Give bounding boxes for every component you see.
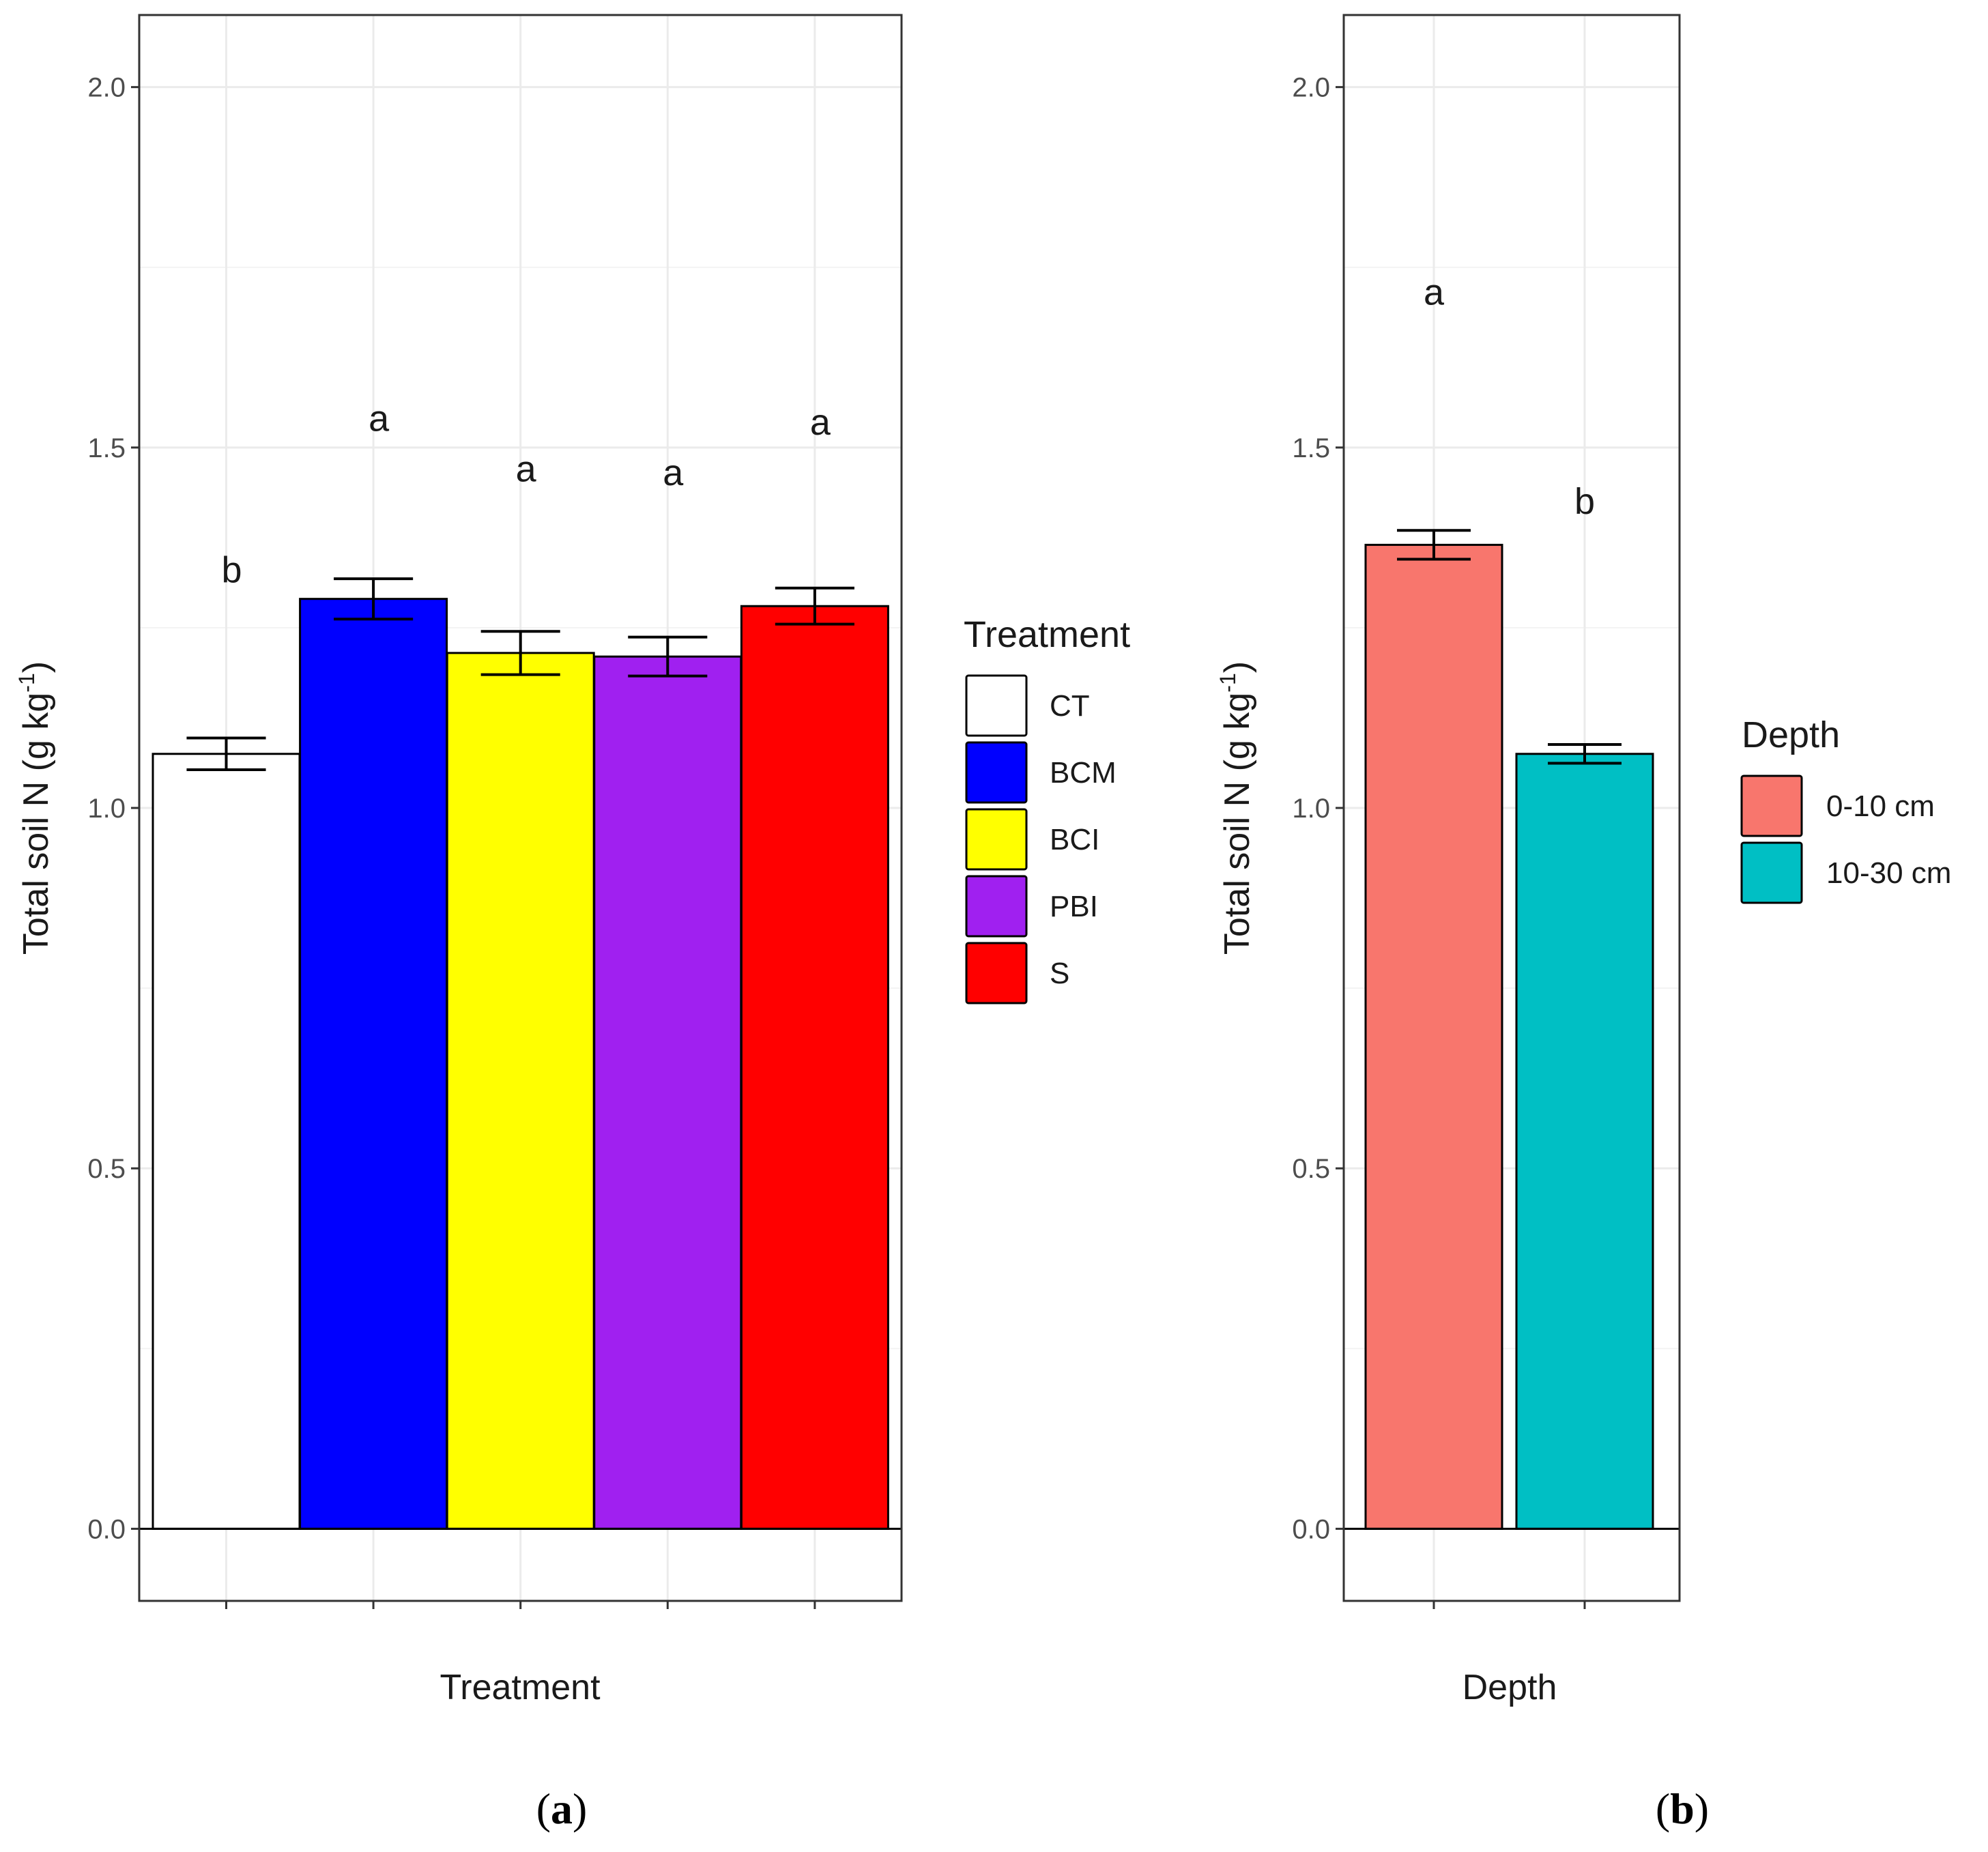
chart-b-y-tick-label: 2.0	[1292, 73, 1330, 103]
chart-a-y-axis-title: Total soil N (g kg-1)	[14, 661, 56, 955]
chart-b-errorbars	[1397, 529, 1622, 765]
chart-a-errorbar-ct	[186, 736, 266, 772]
chart-b-legend-swatch	[1740, 775, 1803, 837]
chart-a-y-tick-label: 1.5	[87, 433, 126, 463]
chart-a-legend-swatch	[965, 942, 1028, 1004]
chart-a-significance-label: a	[516, 449, 537, 490]
chart-a-legend-label: BCI	[1050, 823, 1099, 856]
chart-b-legend-item: 0-10 cm	[1740, 775, 1935, 837]
chart-a-significance-label: a	[810, 402, 831, 443]
chart-a: b a a a a 0.0 0.5 1.0 1.5 2.0 Total soil N (g kg…	[14, 14, 1130, 1833]
chart-b-x-ticks	[1432, 1601, 1586, 1609]
chart-a-legend-item: PBI	[965, 875, 1098, 938]
chart-a-x-axis-title: Treatment	[440, 1668, 601, 1707]
chart-a-errorbar-bcm	[334, 577, 414, 621]
chart-b-caption: (b)	[1656, 1784, 1709, 1833]
chart-b-errorbar-0-10-cm	[1397, 529, 1471, 561]
chart-a-legend: Treatment CT BCM BCI PBI S	[964, 614, 1130, 1004]
chart-a-bar-bci	[446, 652, 595, 1530]
chart-a-errorbar-pbi	[628, 635, 708, 678]
chart-a-errorbar-s	[775, 586, 854, 626]
chart-a-legend-label: BCM	[1050, 756, 1117, 790]
chart-a-y-tick-label: 0.5	[87, 1154, 126, 1184]
chart-a-bars	[139, 598, 902, 1530]
chart-a-bar-pbi	[593, 655, 743, 1530]
chart-b-y-tick-label: 0.5	[1292, 1154, 1330, 1184]
chart-a-significance: b a a a a	[221, 399, 831, 591]
chart-a-legend-item: BCI	[965, 808, 1099, 871]
chart-b-significance: ab	[1424, 272, 1595, 522]
chart-a-legend-item: BCM	[965, 741, 1117, 804]
chart-b-legend-title: Depth	[1742, 714, 1840, 755]
chart-b-bar-10-30-cm	[1515, 753, 1654, 1530]
chart-b-significance-label: b	[1574, 481, 1595, 522]
chart-a-legend-label: PBI	[1050, 890, 1098, 923]
chart-b-y-tick-label: 1.0	[1292, 794, 1330, 824]
chart-a-legend-swatch	[965, 808, 1028, 871]
chart-b-significance-label: a	[1424, 272, 1445, 313]
chart-b-y-axis: 0.0 0.5 1.0 1.5 2.0	[1292, 73, 1344, 1544]
chart-a-legend-title: Treatment	[964, 614, 1130, 655]
chart-a-legend-swatch	[965, 741, 1028, 804]
chart-b-bars	[1344, 543, 1680, 1530]
chart-b-bar-0-10-cm	[1364, 543, 1503, 1530]
chart-b-x-axis-title: Depth	[1463, 1668, 1557, 1707]
chart-a-y-tick-label: 1.0	[87, 794, 126, 824]
chart-b-errorbar-10-30-cm	[1548, 743, 1622, 765]
chart-b-legend-item: 10-30 cm	[1740, 841, 1951, 904]
chart-a-legend-label: CT	[1050, 689, 1090, 723]
chart-a-errorbar-bci	[480, 630, 560, 676]
chart-a-legend-swatch	[965, 674, 1028, 737]
chart-a-legend-swatch	[965, 875, 1028, 938]
chart-b-legend: Depth 0-10 cm 10-30 cm	[1740, 714, 1951, 904]
chart-b: ab 0.00.51.01.52.0 Total soil N (g kg-1)…	[1215, 14, 1951, 1833]
chart-b-legend-label: 0-10 cm	[1826, 790, 1935, 823]
chart-a-legend-items: CT BCM BCI PBI S	[965, 674, 1117, 1004]
chart-a-legend-label: S	[1050, 957, 1069, 990]
chart-a-bar-bcm	[299, 598, 448, 1530]
chart-a-caption: (a)	[536, 1784, 588, 1833]
chart-a-significance-label: b	[221, 549, 242, 590]
chart-a-errorbars	[186, 577, 854, 772]
chart-a-significance-label: a	[369, 399, 390, 439]
chart-a-y-tick-label: 0.0	[87, 1514, 126, 1544]
chart-a-significance-label: a	[663, 452, 684, 493]
chart-b-legend-label: 10-30 cm	[1826, 856, 1951, 890]
chart-b-legend-items: 0-10 cm 10-30 cm	[1740, 775, 1951, 904]
chart-a-legend-item: S	[965, 942, 1069, 1004]
chart-a-y-tick-label: 2.0	[87, 73, 126, 103]
chart-a-bar-ct	[152, 753, 301, 1530]
chart-b-legend-swatch	[1740, 841, 1803, 904]
chart-a-legend-item: CT	[965, 674, 1090, 737]
chart-a-x-ticks	[225, 1601, 816, 1609]
chart-b-y-axis-title: Total soil N (g kg-1)	[1215, 661, 1257, 955]
chart-a-bar-s	[740, 605, 889, 1530]
chart-b-y-tick-label: 0.0	[1292, 1514, 1330, 1544]
chart-a-y-axis: 0.0 0.5 1.0 1.5 2.0	[87, 73, 139, 1544]
chart-b-y-tick-label: 1.5	[1292, 433, 1330, 463]
